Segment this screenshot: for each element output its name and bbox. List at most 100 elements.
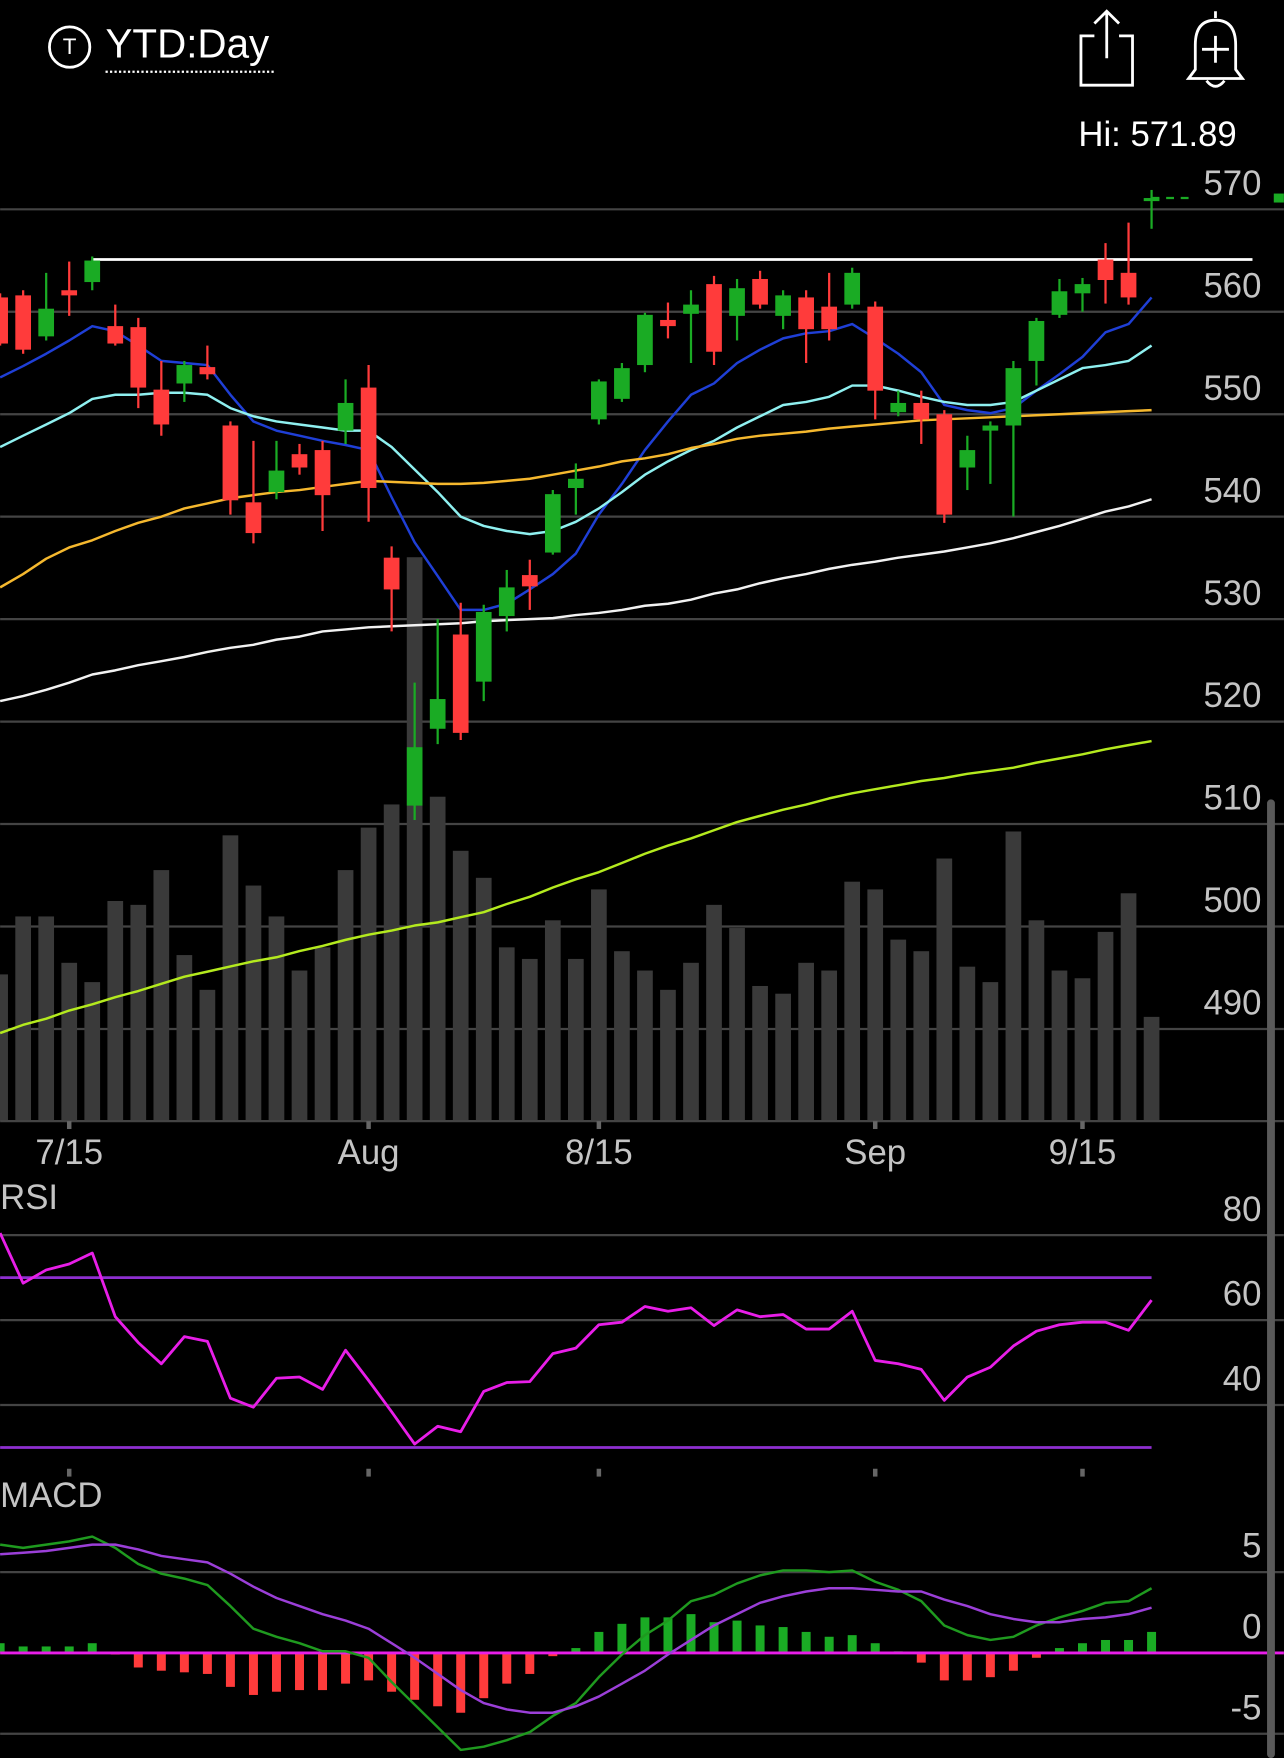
candle-body	[798, 297, 814, 330]
volume-bar	[683, 962, 699, 1122]
y-tick-label: 0	[1242, 1609, 1261, 1647]
y-tick-label: 60	[1223, 1276, 1262, 1314]
volume-bar	[268, 916, 285, 1122]
candle-body	[544, 494, 561, 553]
candle-body	[660, 319, 676, 327]
volume-bar	[775, 993, 791, 1122]
histogram-bar	[1147, 1631, 1157, 1653]
volume-bar	[660, 989, 676, 1122]
volume-bar	[982, 982, 999, 1122]
candle-body	[637, 314, 653, 366]
volume-bar	[291, 970, 308, 1122]
volume-bar	[452, 850, 469, 1122]
volume-bar	[521, 958, 538, 1122]
share-button[interactable]	[1079, 9, 1134, 87]
candle-body	[683, 304, 699, 314]
volume-bar	[544, 920, 561, 1122]
panel-title: RSI	[0, 1179, 58, 1217]
volume-bar	[406, 557, 423, 1122]
candle-body	[176, 365, 193, 384]
volume-bar	[245, 885, 262, 1122]
candle-body	[360, 387, 377, 488]
histogram-bar	[824, 1636, 834, 1653]
symbol-button[interactable]: T	[48, 25, 92, 69]
histogram-bar	[1078, 1643, 1087, 1653]
histogram-bar	[248, 1652, 258, 1695]
candle-body	[959, 450, 976, 468]
histogram-bar	[271, 1652, 281, 1692]
rsi-line	[0, 1232, 1153, 1446]
candle-body	[199, 367, 216, 375]
histogram-bar	[962, 1652, 972, 1681]
volume-bar	[637, 970, 653, 1122]
x-tick-label: Aug	[338, 1134, 400, 1172]
histogram-bar	[341, 1652, 351, 1684]
histogram-bar	[0, 1643, 5, 1653]
histogram-bar	[479, 1652, 489, 1699]
volume-bar	[821, 970, 838, 1122]
candle-body	[337, 402, 354, 431]
candle-body	[867, 306, 884, 391]
candle-body	[913, 402, 930, 420]
histogram-bar	[1008, 1652, 1018, 1671]
volume-bar	[84, 982, 101, 1122]
volume-bar	[729, 928, 745, 1122]
histogram-bar	[133, 1652, 143, 1668]
histogram-bar	[525, 1652, 535, 1674]
candle-body	[314, 450, 331, 496]
candle-body	[1120, 272, 1137, 298]
moving-average	[0, 344, 1153, 536]
share-arrow	[1093, 9, 1121, 59]
candle-body	[475, 611, 492, 682]
volume-bar	[0, 974, 8, 1122]
timeframe-button[interactable]: YTD:Day	[106, 21, 274, 73]
volume-bar	[130, 904, 147, 1122]
candle-body	[61, 290, 78, 296]
histogram-bar	[939, 1652, 949, 1681]
volume-bar	[867, 889, 884, 1122]
candle-body	[521, 575, 538, 587]
volume-bar	[153, 870, 170, 1122]
histogram-bar	[985, 1652, 995, 1678]
y-tick-label: 80	[1223, 1191, 1262, 1229]
x-tick-label: 9/15	[1049, 1134, 1117, 1172]
candle-body	[245, 502, 262, 534]
volume-bar	[176, 955, 193, 1122]
y-tick-label: 530	[1203, 575, 1261, 613]
volume-bar	[752, 985, 768, 1122]
candle-body	[752, 278, 768, 305]
candle-body	[890, 402, 907, 413]
last-price-marker	[1273, 193, 1284, 203]
histogram-bar	[916, 1652, 926, 1663]
moving-average	[0, 296, 1153, 612]
high-label: Hi: 571.89	[1078, 116, 1236, 154]
candle-body	[130, 327, 147, 388]
y-tick-label: 490	[1203, 985, 1261, 1023]
candle-body	[1143, 198, 1160, 202]
volume-bar	[498, 947, 515, 1122]
volume-bar	[844, 881, 861, 1122]
volume-bar	[1005, 831, 1022, 1122]
histogram-bar	[755, 1625, 765, 1653]
candle-body	[498, 587, 515, 617]
histogram-bar	[548, 1652, 558, 1657]
candle-body	[429, 699, 446, 729]
candle-body	[568, 478, 584, 488]
alert-button[interactable]	[1185, 11, 1246, 88]
y-tick-label: 560	[1203, 267, 1261, 305]
volume-bar	[706, 904, 722, 1122]
bell-icon	[1185, 11, 1246, 88]
histogram-bar	[778, 1627, 788, 1653]
volume-bar	[798, 962, 814, 1122]
volume-bar	[1074, 978, 1091, 1122]
volume-bar	[591, 889, 607, 1122]
candle-body	[153, 389, 170, 425]
scrollbar[interactable]	[1267, 799, 1275, 1758]
candle-body	[729, 288, 745, 316]
volume-bar	[1051, 970, 1068, 1122]
candle-body	[15, 295, 32, 350]
histogram-bar	[1031, 1652, 1041, 1658]
histogram-bar	[433, 1652, 443, 1707]
